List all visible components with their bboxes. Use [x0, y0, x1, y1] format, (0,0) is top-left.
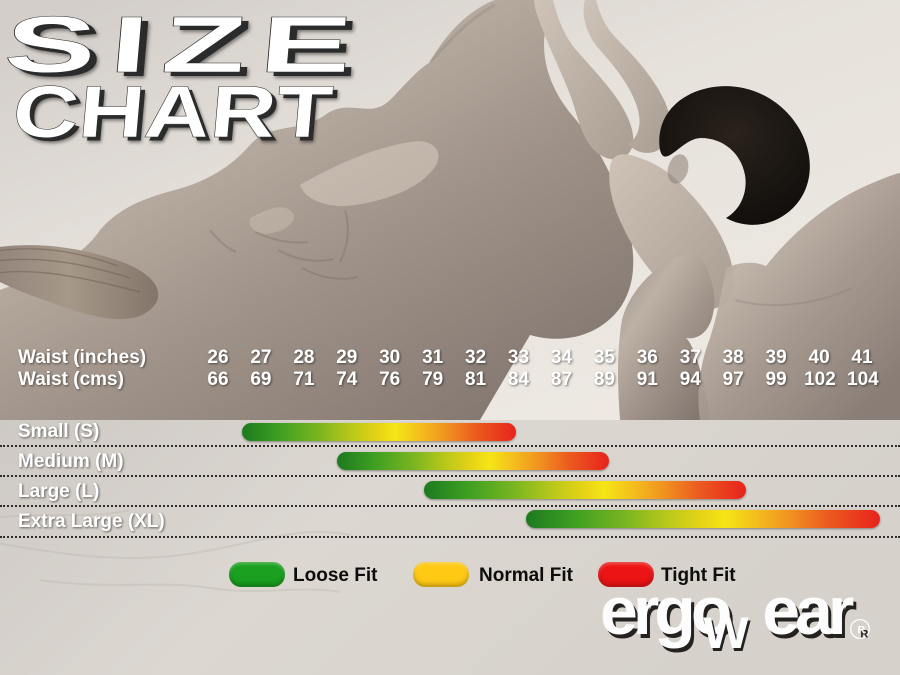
svg-text:R: R — [858, 624, 866, 636]
